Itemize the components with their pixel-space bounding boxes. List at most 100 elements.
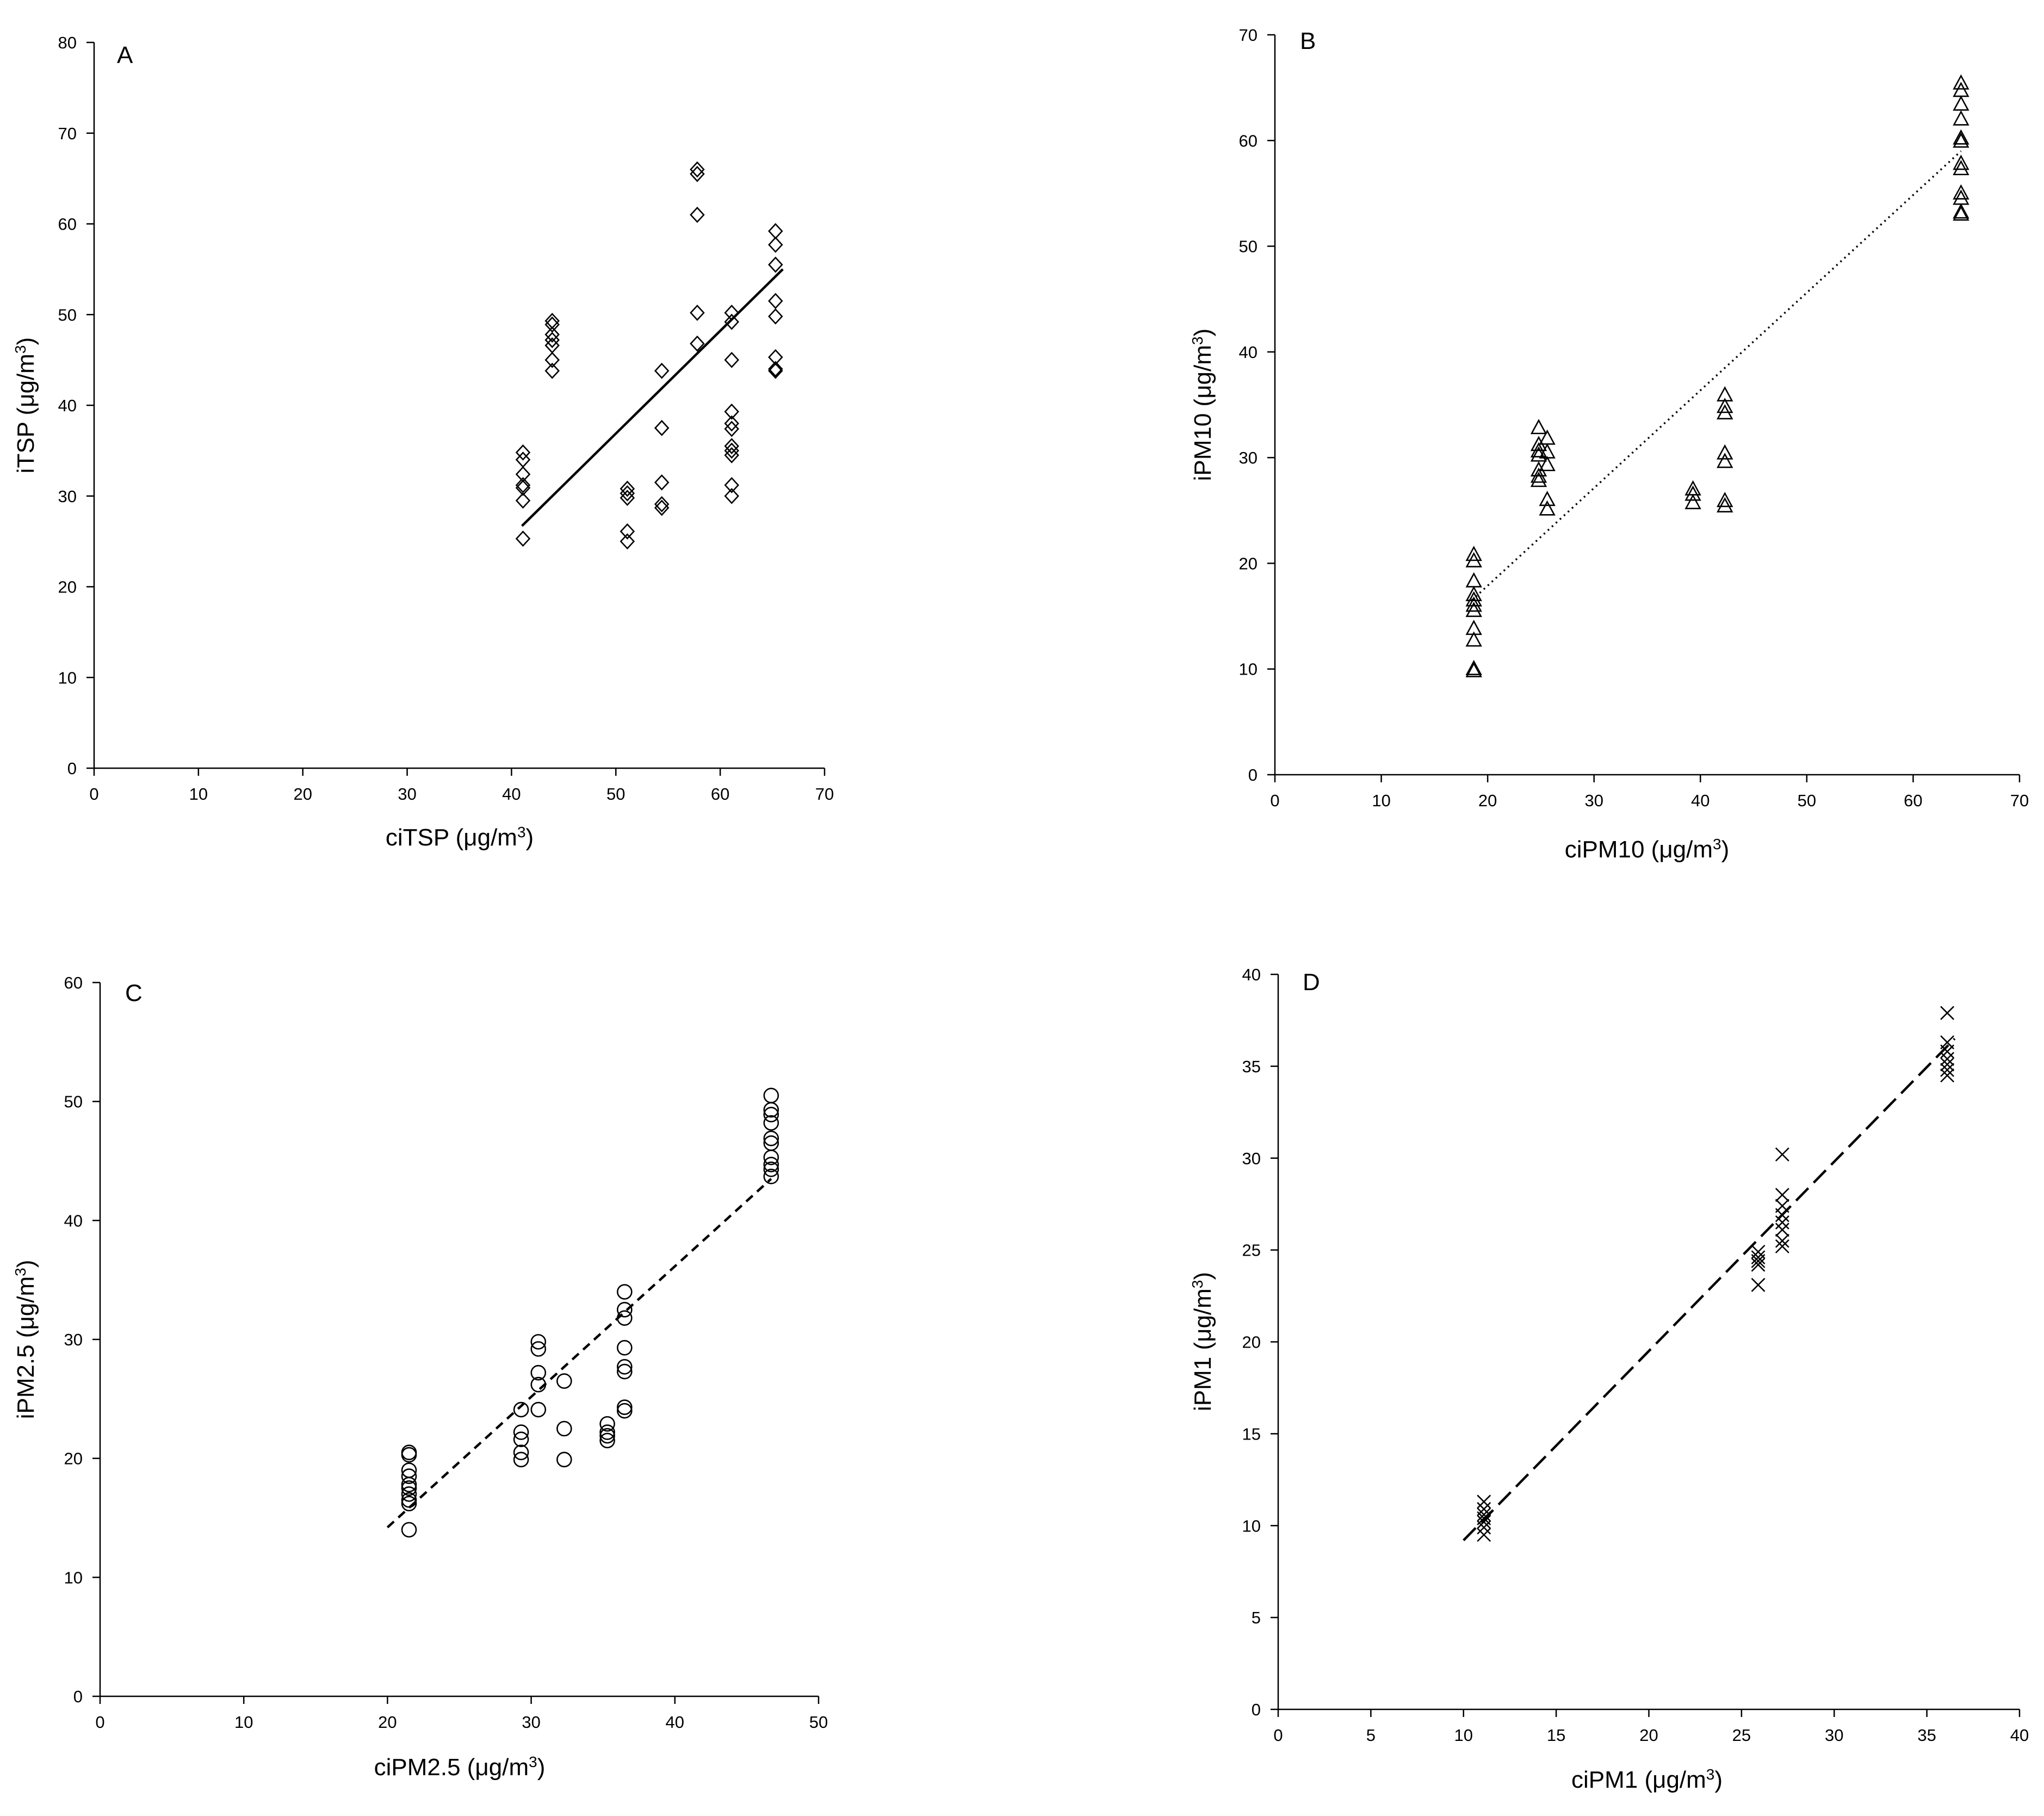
data-point xyxy=(1539,456,1556,472)
data-point xyxy=(401,1522,417,1538)
data-point xyxy=(763,1169,779,1184)
data-point xyxy=(617,1399,633,1415)
x-axis-title-suffix: ) xyxy=(537,1754,546,1781)
y-axis-title-superscript: 3 xyxy=(1189,336,1206,345)
x-tick-label: 60 xyxy=(1904,791,1922,810)
data-point xyxy=(1953,205,1969,221)
data-point xyxy=(515,530,531,547)
data-point xyxy=(1477,1494,1491,1509)
x-tick-label: 70 xyxy=(815,785,834,804)
data-point xyxy=(1775,1233,1789,1248)
data-point xyxy=(515,477,531,493)
x-tick-label: 50 xyxy=(606,785,625,804)
data-point xyxy=(617,1310,633,1326)
x-axis-title-superscript: 3 xyxy=(517,824,526,841)
y-axis-title-suffix: ) xyxy=(1190,329,1216,337)
data-point xyxy=(1953,132,1969,148)
data-point xyxy=(763,1107,779,1123)
data-point xyxy=(544,326,560,343)
data-point xyxy=(401,1480,417,1496)
data-point xyxy=(1717,497,1733,512)
data-points xyxy=(515,161,783,550)
y-tick-label: 40 xyxy=(1242,965,1261,984)
data-point xyxy=(1775,1188,1789,1202)
x-axis-title-superscript: 3 xyxy=(529,1753,537,1770)
data-point xyxy=(1940,1057,1955,1072)
data-points xyxy=(401,1088,779,1538)
data-point xyxy=(617,1302,633,1318)
data-point xyxy=(620,523,635,540)
y-axis-title: iPM1 (μg/m3) xyxy=(1189,1272,1217,1411)
x-axis-title: ciPM1 (μg/m3) xyxy=(1571,1766,1723,1794)
data-point xyxy=(724,313,740,330)
panel-letter: D xyxy=(1303,969,1320,996)
x-tick-label: 60 xyxy=(711,785,729,804)
y-axis-title: iPM2.5 (μg/m3) xyxy=(12,1260,40,1419)
trendline xyxy=(386,1178,772,1529)
x-tick-label: 30 xyxy=(398,785,416,804)
data-point xyxy=(768,361,783,378)
data-point xyxy=(401,1486,417,1502)
data-point xyxy=(654,496,670,512)
x-tick-label: 35 xyxy=(1917,1726,1936,1745)
x-tick-label: 40 xyxy=(666,1713,684,1732)
data-point xyxy=(544,332,560,348)
data-point xyxy=(1530,442,1547,458)
data-point xyxy=(599,1416,615,1432)
data-point xyxy=(1775,1215,1789,1230)
data-point xyxy=(1477,1515,1491,1529)
data-point xyxy=(1477,1508,1491,1522)
y-axis-title-text: iPM2.5 (μg/m xyxy=(13,1276,39,1419)
data-point xyxy=(515,466,531,483)
data-point xyxy=(1717,398,1733,413)
x-tick-label: 15 xyxy=(1547,1726,1565,1745)
data-point xyxy=(1717,404,1733,419)
data-point xyxy=(654,419,670,436)
y-tick-label: 50 xyxy=(58,305,77,324)
trendline xyxy=(521,268,784,527)
data-point xyxy=(768,256,783,273)
data-point xyxy=(1775,1208,1789,1222)
y-axis-title-superscript: 3 xyxy=(12,345,29,354)
y-tick-label: 35 xyxy=(1242,1057,1261,1076)
data-point xyxy=(654,362,670,379)
data-point xyxy=(530,1401,547,1418)
x-tick-label: 10 xyxy=(234,1713,253,1732)
data-point xyxy=(556,1420,572,1437)
data-point xyxy=(654,499,670,516)
x-tick-label: 40 xyxy=(1691,791,1709,810)
y-tick-label: 30 xyxy=(58,487,77,506)
x-tick-label: 40 xyxy=(2010,1726,2029,1745)
x-axis-title-suffix: ) xyxy=(526,824,534,851)
data-point xyxy=(724,487,740,504)
data-point xyxy=(1751,1257,1766,1272)
x-tick-label: 40 xyxy=(502,785,521,804)
data-point xyxy=(724,421,740,437)
y-tick-label: 10 xyxy=(1239,660,1258,679)
y-axis-title-suffix: ) xyxy=(13,1260,39,1268)
data-point xyxy=(599,1432,615,1449)
data-point xyxy=(763,1157,779,1172)
y-tick-label: 10 xyxy=(58,668,77,687)
data-point xyxy=(763,1102,779,1118)
data-point xyxy=(599,1428,615,1444)
data-point xyxy=(1465,572,1482,588)
data-point xyxy=(1953,160,1969,176)
data-point xyxy=(1477,1528,1491,1542)
y-tick-label: 0 xyxy=(1248,765,1258,785)
y-tick-label: 5 xyxy=(1252,1608,1261,1627)
x-tick-label: 20 xyxy=(293,785,312,804)
data-point xyxy=(1717,453,1733,468)
data-point xyxy=(617,1403,633,1419)
y-tick-label: 40 xyxy=(64,1211,83,1230)
y-tick-label: 0 xyxy=(1252,1700,1261,1719)
y-axis-title-superscript: 3 xyxy=(1189,1280,1206,1289)
data-point xyxy=(763,1131,779,1146)
x-axis-title-superscript: 3 xyxy=(1706,1766,1715,1783)
data-point xyxy=(617,1340,633,1356)
x-tick-label: 0 xyxy=(1270,791,1279,810)
y-tick-label: 30 xyxy=(1242,1149,1261,1168)
data-point xyxy=(530,1376,547,1393)
